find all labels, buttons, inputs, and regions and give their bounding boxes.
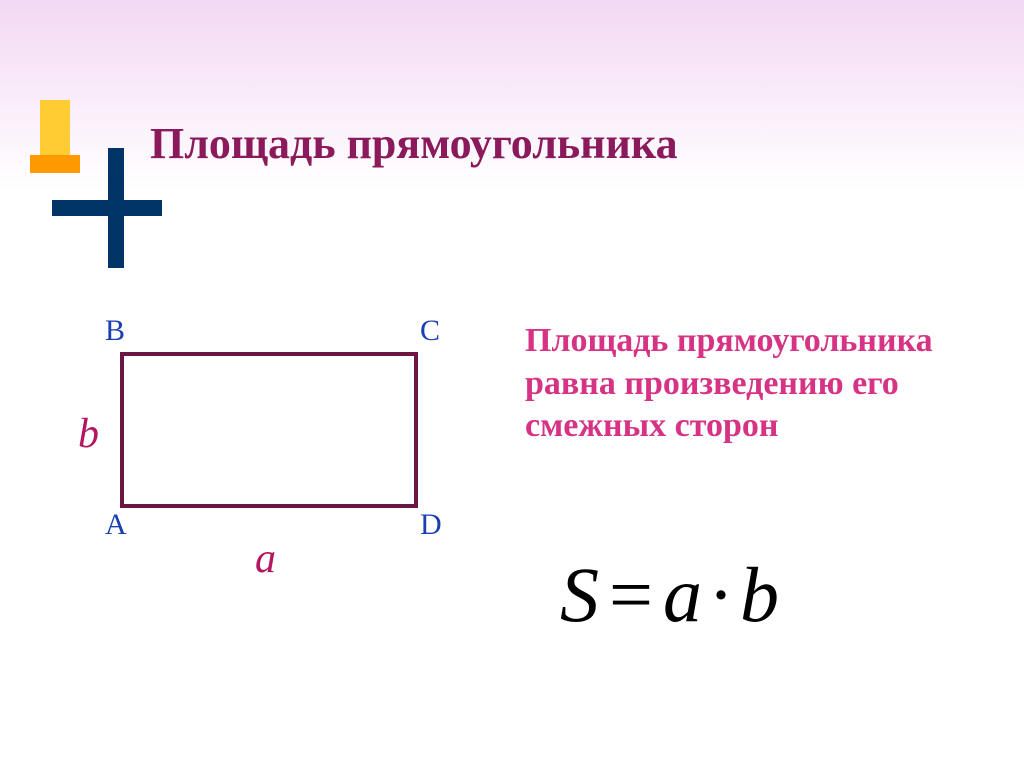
side-label-a: a [255,535,276,583]
side-label-b: b [78,410,99,458]
theorem-text: Площадь прямоугольника равна произведени… [525,320,995,448]
formula-equals: = [599,551,663,638]
vertex-C: C [420,314,440,348]
vertex-B: B [105,314,125,348]
formula-lhs: S [560,551,599,638]
deco-navy-vertical [108,148,124,268]
rectangle-diagram: B C A D b a [80,310,450,570]
formula-dot: · [702,551,740,638]
rectangle-shape [120,352,418,508]
deco-orange-rect [30,155,80,173]
vertex-A: A [105,508,127,542]
area-formula: S=a·b [560,550,779,640]
formula-b: b [740,551,779,638]
formula-a: a [663,551,702,638]
deco-navy-horizontal [52,200,162,216]
slide-title: Площадь прямоугольника [150,118,678,169]
vertex-D: D [420,508,442,542]
